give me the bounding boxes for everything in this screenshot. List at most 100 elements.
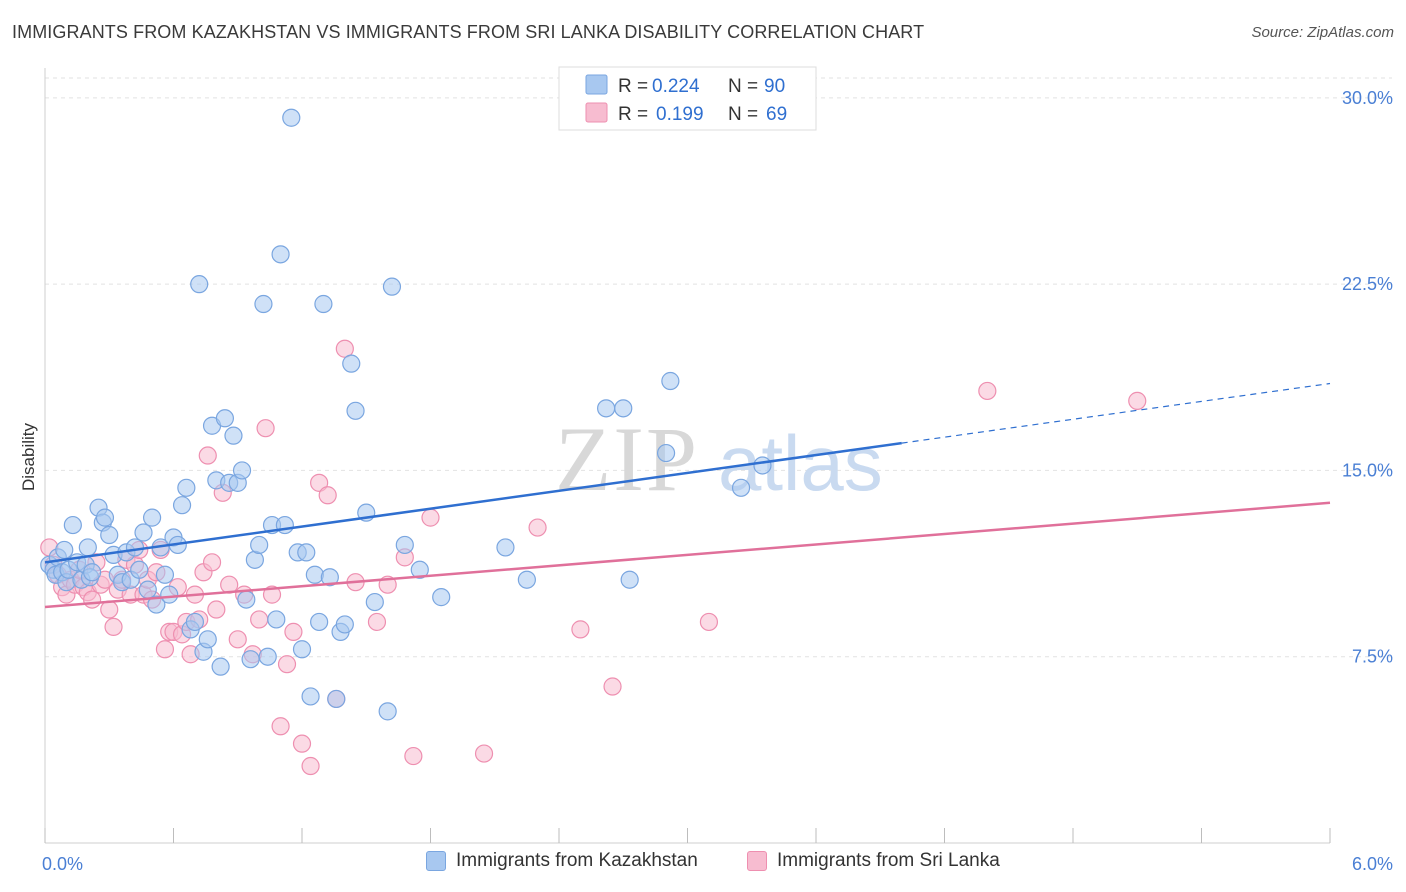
- kazakhstan-point-86: [656, 443, 676, 463]
- kazakhstan-point-49: [232, 461, 252, 480]
- sri-lanka-point-53: [310, 473, 329, 492]
- kazakhstan-point-78: [395, 535, 414, 555]
- kazakhstan-point-66: [310, 612, 329, 632]
- sri-lanka-point-15: [104, 617, 123, 637]
- kazakhstan-point-53: [250, 535, 269, 555]
- sri-lanka-point-10: [83, 590, 102, 609]
- sri-lanka-point-45: [250, 610, 269, 629]
- sri-lanka-point-49: [277, 655, 297, 674]
- sri-lanka-point-14: [100, 600, 119, 619]
- legend-r-label-0: R =: [618, 76, 648, 97]
- kazakhstan-point-87: [661, 371, 680, 391]
- kazakhstan-point-55: [258, 647, 277, 666]
- kazakhstan-point-32: [160, 585, 179, 604]
- kazakhstan-point-63: [297, 543, 316, 562]
- sri-lanka-point-48: [271, 717, 290, 736]
- sri-lanka-point-63: [474, 744, 494, 763]
- legend-swatch-blue: [585, 74, 608, 95]
- kazakhstan-point-65: [305, 565, 324, 584]
- sri-lanka-point-58: [367, 612, 387, 632]
- sri-lanka-point-61: [404, 746, 423, 766]
- kazakhstan-point-69: [327, 689, 346, 709]
- chart-title: IMMIGRANTS FROM KAZAKHSTAN VS IMMIGRANTS…: [12, 22, 925, 42]
- source-label: Source: ZipAtlas.com: [1251, 24, 1394, 41]
- bottom-legend-label-kazakhstan: Immigrants from Kazakhstan: [456, 850, 698, 871]
- sri-lanka-point-47: [262, 585, 282, 604]
- kazakhstan-point-64: [301, 687, 320, 706]
- trend-line-kazakhstan-extension: [901, 382, 1331, 444]
- trend-line-kazakhstan: [44, 441, 902, 564]
- sri-lanka-point-38: [202, 553, 222, 572]
- legend-r-value-1: 0.199: [656, 104, 704, 125]
- kazakhstan-point-27: [138, 580, 157, 599]
- sri-lanka-point-54: [318, 486, 337, 505]
- kazakhstan-point-83: [597, 399, 616, 418]
- legend-r-value-0: 0.224: [652, 76, 700, 97]
- series-sri-lanka-points: [40, 339, 1147, 776]
- kazakhstan-point-26: [134, 523, 153, 542]
- kazakhstan-point-77: [382, 277, 402, 296]
- kazakhstan-point-57: [267, 610, 286, 629]
- kazakhstan-point-85: [620, 570, 639, 589]
- sri-lanka-point-62: [421, 508, 440, 527]
- sri-lanka-point-65: [571, 620, 590, 639]
- kazakhstan-point-12: [78, 538, 97, 557]
- kazakhstan-point-44: [211, 657, 230, 676]
- watermark: ZIP atlas: [555, 408, 883, 510]
- bottom-legend-swatch-pink: [747, 851, 767, 871]
- legend-n-value-0: 90: [764, 76, 785, 97]
- kazakhstan-point-25: [130, 560, 149, 579]
- kazakhstan-point-89: [753, 456, 772, 475]
- legend-n-label-0: N =: [728, 76, 758, 97]
- kazakhstan-point-31: [155, 565, 175, 584]
- kazakhstan-point-80: [432, 588, 451, 607]
- sri-lanka-point-42: [228, 630, 247, 649]
- kazakhstan-point-84: [614, 399, 633, 418]
- legend-n-label-1: N =: [728, 104, 758, 125]
- kazakhstan-point-47: [224, 426, 243, 445]
- sri-lanka-point-66: [603, 677, 622, 696]
- sri-lanka-point-52: [301, 756, 320, 776]
- legend: R = 0.224 N = 90 R = 0.199 N = 69: [558, 66, 817, 131]
- kazakhstan-point-58: [271, 245, 290, 264]
- sri-lanka-point-46: [256, 419, 275, 438]
- kazakhstan-point-72: [342, 354, 361, 373]
- kazakhstan-point-14: [83, 563, 102, 582]
- kazakhstan-point-52: [245, 550, 264, 569]
- kazakhstan-point-17: [95, 508, 115, 527]
- sri-lanka-point-27: [155, 640, 175, 659]
- kazakhstan-point-36: [177, 478, 196, 497]
- series-kazakhstan-points: [40, 108, 772, 721]
- kazakhstan-point-45: [215, 409, 234, 428]
- sri-lanka-point-37: [198, 446, 217, 465]
- kazakhstan-point-8: [63, 515, 82, 535]
- sri-lanka-point-51: [292, 734, 312, 753]
- sri-lanka-point-67: [699, 612, 719, 632]
- kazakhstan-point-24: [125, 538, 145, 557]
- trend-line-sri-lanka: [44, 501, 1331, 609]
- kazakhstan-point-62: [292, 640, 312, 659]
- grid-lines: [45, 77, 1392, 658]
- kazakhstan-point-60: [282, 108, 301, 127]
- sri-lanka-point-39: [207, 600, 226, 619]
- legend-r-label-1: R =: [618, 104, 648, 125]
- kazakhstan-point-71: [335, 615, 354, 634]
- y-tick-label-2: 22.5%: [1342, 274, 1393, 294]
- legend-swatch-pink: [585, 102, 608, 123]
- watermark-zip: ZIP: [555, 408, 699, 510]
- kazakhstan-point-29: [147, 595, 166, 614]
- kazakhstan-point-82: [517, 570, 536, 589]
- kazakhstan-point-68: [320, 568, 339, 587]
- sri-lanka-point-69: [1128, 391, 1147, 410]
- kazakhstan-point-38: [185, 612, 205, 632]
- kazakhstan-point-18: [100, 525, 119, 545]
- y-tick-label-0: 7.5%: [1352, 647, 1393, 667]
- kazakhstan-point-41: [198, 630, 217, 649]
- kazakhstan-point-88: [731, 478, 751, 497]
- kazakhstan-point-81: [496, 538, 515, 557]
- kazakhstan-point-50: [237, 590, 256, 609]
- kazakhstan-point-28: [142, 508, 162, 527]
- sri-lanka-point-68: [978, 381, 997, 401]
- y-tick-label-3: 30.0%: [1342, 88, 1393, 108]
- bottom-legend-label-sri-lanka: Immigrants from Sri Lanka: [777, 850, 1000, 871]
